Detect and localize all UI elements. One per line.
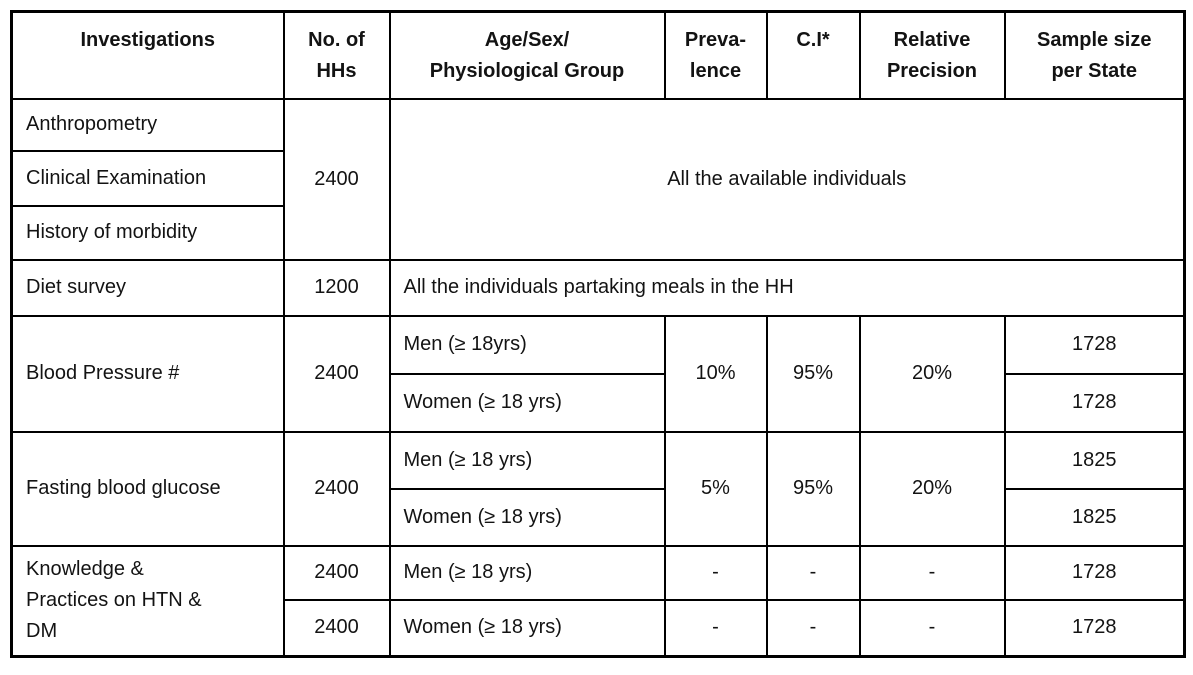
header-no-of-hhs: No. of HHs: [282, 10, 391, 100]
cell-relative-precision-knowledge-men: -: [858, 544, 1006, 601]
cell-ci-knowledge-women: -: [765, 598, 861, 658]
cell-sample-fbg-women: 1825: [1003, 487, 1186, 547]
table-row-blood-pressure-women: Women (≥ 18 yrs) 1728: [12, 372, 1186, 433]
header-ci: C.I*: [765, 10, 861, 100]
survey-sampling-table: Investigations No. of HHs Age/Sex/ Physi…: [10, 10, 1186, 658]
cell-relative-precision-fbg: 20%: [858, 430, 1006, 547]
header-prevalence: Preva- lence: [663, 10, 768, 100]
cell-hhs-knowledge-women: 2400: [282, 598, 391, 658]
cell-group-bp-women: Women (≥ 18 yrs): [388, 372, 666, 433]
cell-relative-precision-bp: 20%: [858, 314, 1006, 433]
header-row: Investigations No. of HHs Age/Sex/ Physi…: [10, 10, 1186, 100]
table-row-diet-survey: Diet survey 1200 All the individuals par…: [10, 258, 1186, 317]
cell-hhs-knowledge-men: 2400: [282, 544, 391, 601]
header-sample-size: Sample size per State: [1003, 10, 1186, 100]
cell-hhs-diet: 1200: [282, 258, 391, 317]
cell-sample-fbg-men: 1825: [1003, 430, 1186, 490]
table-row-history-morbidity: History of morbidity: [10, 204, 1185, 261]
cell-investigation-knowledge: Knowledge & Practices on HTN & DM: [10, 544, 285, 658]
cell-prevalence-knowledge-men: -: [663, 544, 768, 601]
table-row-fasting-glucose-women: Women (≥ 18 yrs) 1825: [12, 487, 1186, 547]
header-relative-precision: Relative Precision: [858, 10, 1006, 100]
table-row-fasting-glucose-men: Fasting blood glucose 2400 Men (≥ 18 yrs…: [10, 430, 1186, 547]
cell-prevalence-bp: 10%: [663, 314, 768, 433]
table-row-knowledge-women: 2400 Women (≥ 18 yrs) - - - 1728: [12, 598, 1186, 658]
cell-hhs-blood-pressure: 2400: [282, 314, 391, 433]
cell-investigation-clinical: Clinical Examination: [10, 149, 285, 207]
header-age-sex-group: Age/Sex/ Physiological Group: [388, 10, 666, 100]
header-investigations: Investigations: [10, 10, 285, 100]
cell-ci-fbg: 95%: [765, 430, 861, 547]
cell-group-knowledge-men: Men (≥ 18 yrs): [388, 544, 666, 601]
table-row-clinical-examination: Clinical Examination: [10, 149, 1185, 207]
cell-investigation-diet: Diet survey: [10, 258, 285, 317]
cell-sample-bp-women: 1728: [1003, 372, 1186, 433]
cell-sample-knowledge-men: 1728: [1003, 544, 1186, 601]
cell-group-bp-men: Men (≥ 18yrs): [388, 314, 666, 375]
cell-prevalence-knowledge-women: -: [663, 598, 768, 658]
cell-ci-knowledge-men: -: [765, 544, 861, 601]
cell-hhs-fasting-glucose: 2400: [282, 430, 391, 547]
cell-group-all-available: All the available individuals: [388, 97, 1186, 261]
cell-group-fbg-women: Women (≥ 18 yrs): [388, 487, 666, 547]
cell-group-fbg-men: Men (≥ 18 yrs): [388, 430, 666, 490]
table-row-knowledge-men: Knowledge & Practices on HTN & DM 2400 M…: [10, 544, 1186, 658]
cell-investigation-anthropometry: Anthropometry: [10, 97, 285, 152]
cell-relative-precision-knowledge-women: -: [858, 598, 1006, 658]
cell-hhs-group1: 2400: [282, 97, 391, 261]
cell-sample-knowledge-women: 1728: [1003, 598, 1186, 658]
cell-investigation-blood-pressure: Blood Pressure #: [10, 314, 285, 433]
cell-investigation-morbidity: History of morbidity: [10, 204, 285, 261]
cell-ci-bp: 95%: [765, 314, 861, 433]
cell-investigation-fasting-glucose: Fasting blood glucose: [10, 430, 285, 547]
cell-group-diet: All the individuals partaking meals in t…: [388, 258, 1186, 317]
cell-group-knowledge-women: Women (≥ 18 yrs): [388, 598, 666, 658]
cell-prevalence-fbg: 5%: [663, 430, 768, 547]
table-row-anthropometry: Anthropometry 2400 All the available ind…: [10, 97, 1186, 261]
table-row-blood-pressure-men: Blood Pressure # 2400 Men (≥ 18yrs) 10% …: [10, 314, 1186, 433]
cell-sample-bp-men: 1728: [1003, 314, 1186, 375]
